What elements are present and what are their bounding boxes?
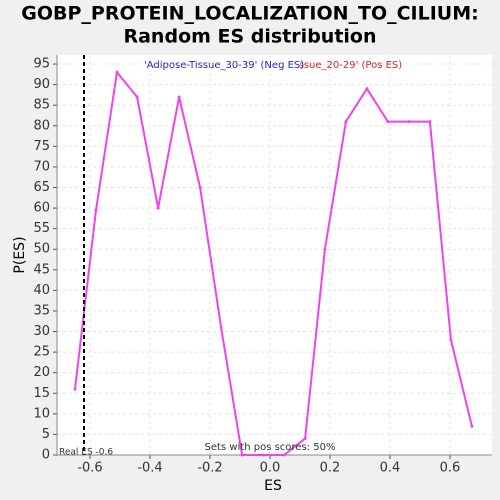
point [365, 87, 369, 91]
point [470, 424, 474, 428]
point [177, 95, 181, 99]
y-tick-label: 5 [42, 427, 50, 442]
series-line [74, 69, 473, 456]
point [135, 95, 139, 99]
y-tick-label: 60 [33, 201, 50, 216]
point [282, 453, 286, 457]
x-tick-label: 0.0 [260, 461, 281, 476]
point [219, 325, 223, 329]
y-tick-label: 30 [33, 324, 50, 339]
point [156, 206, 160, 210]
y-tick-label: 20 [33, 365, 50, 380]
legend-entry: 'Adipose-Tissue_30-39' (Neg ES) [144, 60, 304, 71]
real-es-label: Real ES -0.6 [59, 448, 113, 458]
y-tick-label: 75 [33, 139, 50, 154]
y-tick-label: 85 [33, 98, 50, 113]
point [73, 387, 77, 391]
x-tick-label: -0.6 [77, 461, 102, 476]
point [94, 208, 98, 212]
y-tick-label: 40 [33, 283, 50, 298]
y-tick-label: 0 [42, 448, 50, 463]
x-tick-label: 0.6 [440, 461, 461, 476]
x-tick-label: -0.2 [197, 461, 222, 476]
point [449, 338, 453, 342]
y-tick-label: 10 [33, 406, 50, 421]
point [407, 120, 411, 124]
point [344, 120, 348, 124]
legend-bg [142, 58, 300, 72]
y-tick-label: 50 [33, 242, 50, 257]
point [386, 120, 390, 124]
point [261, 453, 265, 457]
plot-area [57, 55, 492, 455]
y-tick-label: 70 [33, 159, 50, 174]
x-tick-label: -0.4 [137, 461, 162, 476]
annotation: Sets with pos scores: 50% [205, 442, 336, 453]
x-axis-label: ES [264, 478, 282, 494]
chart-title: GOBP_PROTEIN_LOCALIZATION_TO_CILIUM: [21, 3, 479, 25]
y-tick-label: 55 [33, 221, 50, 236]
point [240, 453, 244, 457]
y-tick-label: 15 [33, 386, 50, 401]
chart-title: Random ES distribution [123, 26, 376, 48]
y-tick-label: 80 [33, 118, 50, 133]
y-tick-label: 45 [33, 262, 50, 277]
y-tick-label: 65 [33, 180, 50, 195]
point [198, 186, 202, 190]
x-tick-label: 0.4 [380, 461, 401, 476]
legend-entry: 'Adipose-Tissue_20-29' (Pos ES) [245, 60, 402, 71]
y-tick-label: 95 [33, 57, 50, 72]
y-tick-label: 90 [33, 77, 50, 92]
y-tick-label: 25 [33, 345, 50, 360]
point [428, 120, 432, 124]
y-axis-label: P(ES) [12, 236, 28, 273]
point [303, 437, 307, 441]
y-tick-label: 35 [33, 303, 50, 318]
x-tick-label: 0.2 [320, 461, 341, 476]
point [115, 70, 119, 74]
point [323, 247, 327, 251]
